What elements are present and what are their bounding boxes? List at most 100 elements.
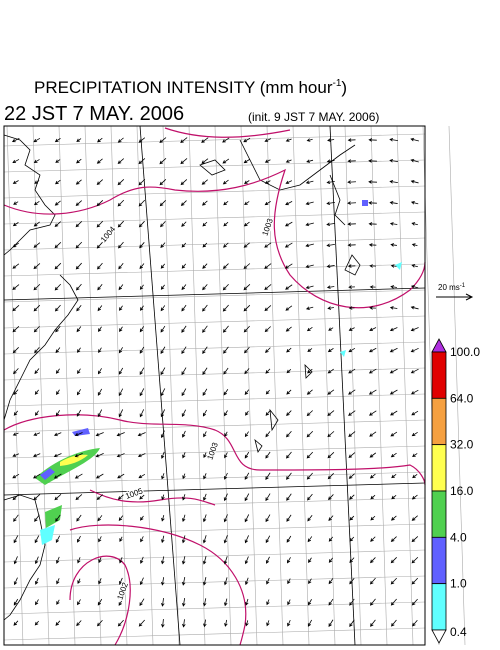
wind-arrow (33, 283, 41, 291)
major-grid-line (3, 287, 426, 301)
wind-arrow (139, 494, 145, 500)
wind-arrow (244, 368, 250, 375)
wind-arrow (327, 410, 335, 416)
wind-arrow (139, 242, 145, 249)
wind-arrow (369, 410, 377, 416)
colorbar-under (431, 629, 447, 644)
wind-arrow (306, 138, 313, 142)
wind-arrow (138, 199, 146, 207)
parallel (3, 185, 426, 199)
wind-arrow (390, 431, 398, 437)
wind-arrow (181, 367, 187, 376)
wind-arrow (203, 493, 207, 501)
wind-arrow (243, 325, 250, 333)
wind-arrow (33, 159, 40, 163)
wind-arrow (411, 222, 418, 226)
wind-arrow (391, 494, 397, 500)
wind-arrow (138, 473, 146, 479)
wind-arrow (117, 473, 125, 479)
wind-arrow (243, 284, 251, 291)
wind-arrow (138, 220, 145, 228)
wind-arrow (411, 515, 418, 521)
wind-arrow (12, 159, 20, 164)
wind-arrow (327, 306, 334, 310)
wind-arrow (390, 264, 397, 268)
wind-arrow (328, 557, 333, 563)
wind-arrow (347, 264, 356, 268)
wind-arrow (201, 137, 209, 143)
wind-arrow (244, 472, 250, 480)
wind-arrow (223, 493, 228, 502)
parallel (3, 549, 426, 563)
wind-arrow (348, 327, 355, 331)
wind-arrow (118, 515, 124, 522)
wind-arrow (202, 242, 208, 248)
wind-arrow (349, 536, 355, 542)
rain-area (40, 468, 55, 480)
wind-arrow (264, 284, 272, 291)
wind-arrow (264, 159, 271, 163)
wind-arrow (12, 242, 19, 248)
wind-arrow (266, 599, 270, 606)
wind-arrow (55, 410, 60, 417)
wind-arrow (349, 557, 355, 564)
colorbar: 100.0 64.0 32.0 16.0 4.0 1.0 0.4 (431, 338, 480, 644)
wind-arrow (54, 242, 62, 249)
wind-arrow (307, 368, 313, 374)
wind-arrow (33, 242, 41, 248)
wind-arrow (181, 221, 187, 227)
wind-arrow (119, 536, 123, 542)
wind-arrow (119, 557, 123, 564)
wind-arrow (33, 453, 41, 458)
wind-arrow (180, 137, 188, 143)
wind-arrow (243, 159, 250, 164)
wind-arrow (326, 243, 335, 247)
wind-arrow (76, 514, 82, 522)
title-close: ) (341, 78, 347, 97)
wind-arrow (202, 367, 208, 375)
colorbar-label: 16.0 (450, 484, 474, 498)
wind-arrow (96, 200, 104, 207)
wind-arrow (223, 221, 229, 227)
wind-arrow (13, 514, 19, 522)
colorbar-segment (431, 536, 447, 585)
wind-arrow (390, 577, 397, 585)
wind-arrow (140, 515, 144, 521)
wind-arrow (139, 305, 144, 311)
wind-arrow (327, 473, 334, 480)
wind-arrow (118, 262, 124, 270)
wind-arrow (390, 410, 398, 416)
wind-arrow (139, 388, 145, 397)
wind-arrow (181, 325, 187, 333)
wind-arrow (138, 158, 146, 165)
wind-arrow (159, 178, 167, 186)
wind-arrow (98, 557, 102, 564)
wind-arrow (203, 473, 207, 480)
wind-arrow (370, 515, 376, 521)
wind-arrow (56, 599, 60, 605)
wind-arrow (305, 201, 314, 206)
wind-arrow (139, 367, 145, 376)
wind-arrow (327, 431, 335, 438)
wind-arrow (34, 389, 39, 395)
wind-arrow (160, 577, 165, 586)
wind-arrow (54, 262, 62, 270)
wind-arrow (160, 556, 165, 565)
wind-arrow (349, 619, 355, 627)
wind-arrow (328, 327, 334, 331)
wind-arrow (369, 347, 377, 353)
isobar (3, 414, 426, 486)
wind-arrow (202, 598, 207, 607)
precipitation (35, 200, 402, 545)
wind-arrow (54, 138, 61, 143)
wind-arrow (306, 430, 314, 438)
wind-arrow (347, 180, 356, 184)
wind-arrow (180, 158, 188, 165)
wind-arrow (34, 410, 39, 416)
parallel (3, 341, 426, 355)
wind-arrow (348, 431, 356, 437)
wind-arrow (201, 179, 208, 185)
wind-arrow (264, 326, 271, 333)
wind-arrow (11, 138, 20, 143)
wind-arrow (369, 452, 377, 458)
